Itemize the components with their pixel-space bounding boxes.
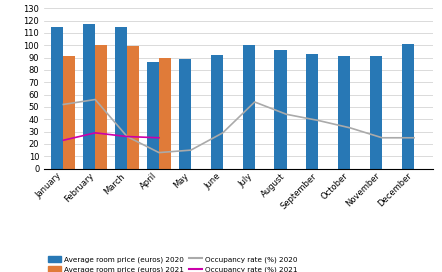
Bar <box>243 45 255 169</box>
Bar <box>338 56 350 169</box>
Bar <box>83 24 95 169</box>
Bar <box>51 27 63 169</box>
Bar <box>95 45 107 169</box>
Bar <box>127 47 139 169</box>
Bar <box>274 50 286 169</box>
Bar <box>115 27 127 169</box>
Bar <box>370 56 382 169</box>
Bar <box>159 58 171 169</box>
Legend: Average room price (euros) 2020, Average room price (euros) 2021, Occupancy rate: Average room price (euros) 2020, Average… <box>48 256 298 272</box>
Bar <box>63 56 76 169</box>
Bar <box>211 55 223 169</box>
Bar <box>179 59 191 169</box>
Bar <box>402 44 414 169</box>
Bar <box>306 54 318 169</box>
Bar <box>147 63 159 169</box>
